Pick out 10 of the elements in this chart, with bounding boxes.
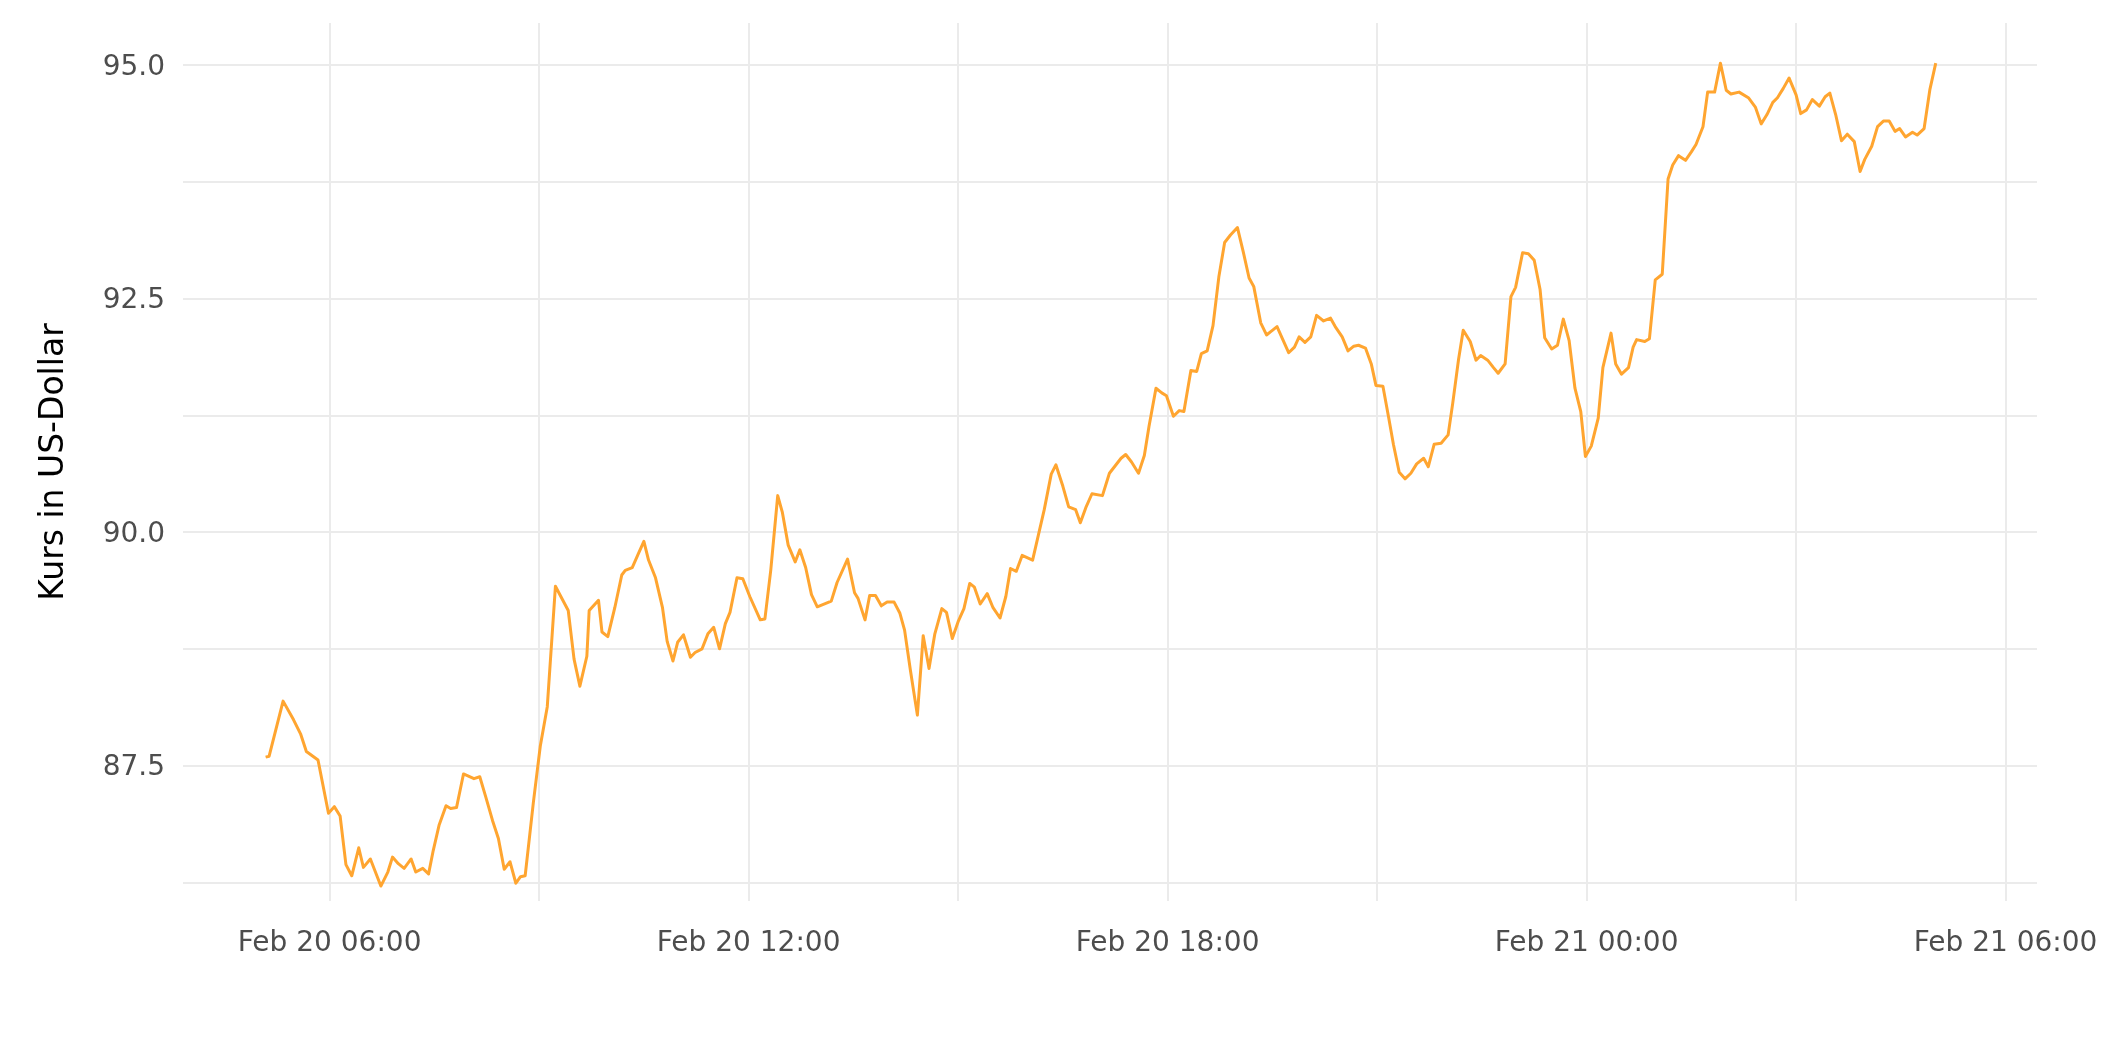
y-tick-label: 95.0 <box>102 48 165 82</box>
x-tick-label: Feb 20 12:00 <box>656 924 841 958</box>
y-tick-label: 90.0 <box>102 515 165 549</box>
x-tick-label: Feb 21 06:00 <box>1913 924 2098 958</box>
x-tick-label: Feb 20 06:00 <box>237 924 422 958</box>
y-axis-title: Kurs in US-Dollar <box>32 322 71 601</box>
y-tick-label: 92.5 <box>102 282 165 316</box>
x-tick-label: Feb 20 18:00 <box>1075 924 1260 958</box>
y-tick-label: 87.5 <box>102 749 165 783</box>
x-tick-label: Feb 21 00:00 <box>1494 924 1679 958</box>
